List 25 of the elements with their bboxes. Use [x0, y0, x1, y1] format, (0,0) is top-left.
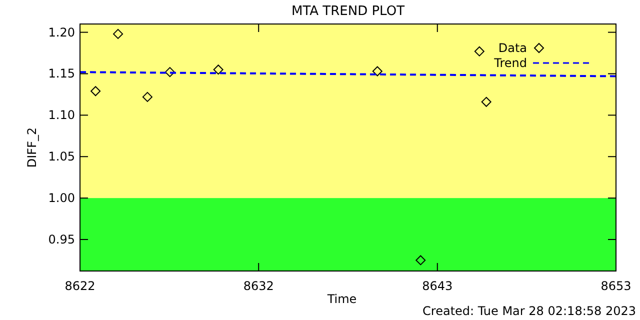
y-tick-label: 1.15: [48, 66, 75, 81]
legend-label: Data: [498, 41, 527, 55]
legend-label: Trend: [493, 56, 527, 70]
y-axis-title: DIFF_2: [25, 127, 39, 168]
text: Created: Tue Mar 28 02:18:58 2023: [422, 304, 636, 318]
point: [416, 255, 426, 266]
y-tick-label: 1.10: [48, 108, 75, 122]
x-tick-label: 8622: [64, 279, 96, 293]
point: [142, 92, 152, 102]
y-tick-label: 0.95: [48, 232, 75, 247]
point: [481, 96, 492, 107]
chart-title: MTA TREND PLOT: [291, 4, 405, 19]
point: [213, 64, 224, 75]
point: [90, 86, 101, 96]
x-tick-label: 8632: [243, 279, 274, 293]
x-tick-label: 8643: [422, 279, 453, 293]
y-tick-label: 1.00: [48, 191, 75, 206]
y-tick-label: 1.20: [48, 25, 75, 40]
x-tick-label: 8653: [600, 279, 632, 293]
point: [474, 46, 484, 56]
point: [164, 67, 175, 78]
y-tick-label: 1.05: [48, 150, 75, 164]
point: [372, 66, 382, 76]
x-axis-title: Time: [326, 292, 357, 306]
point: [113, 28, 124, 39]
